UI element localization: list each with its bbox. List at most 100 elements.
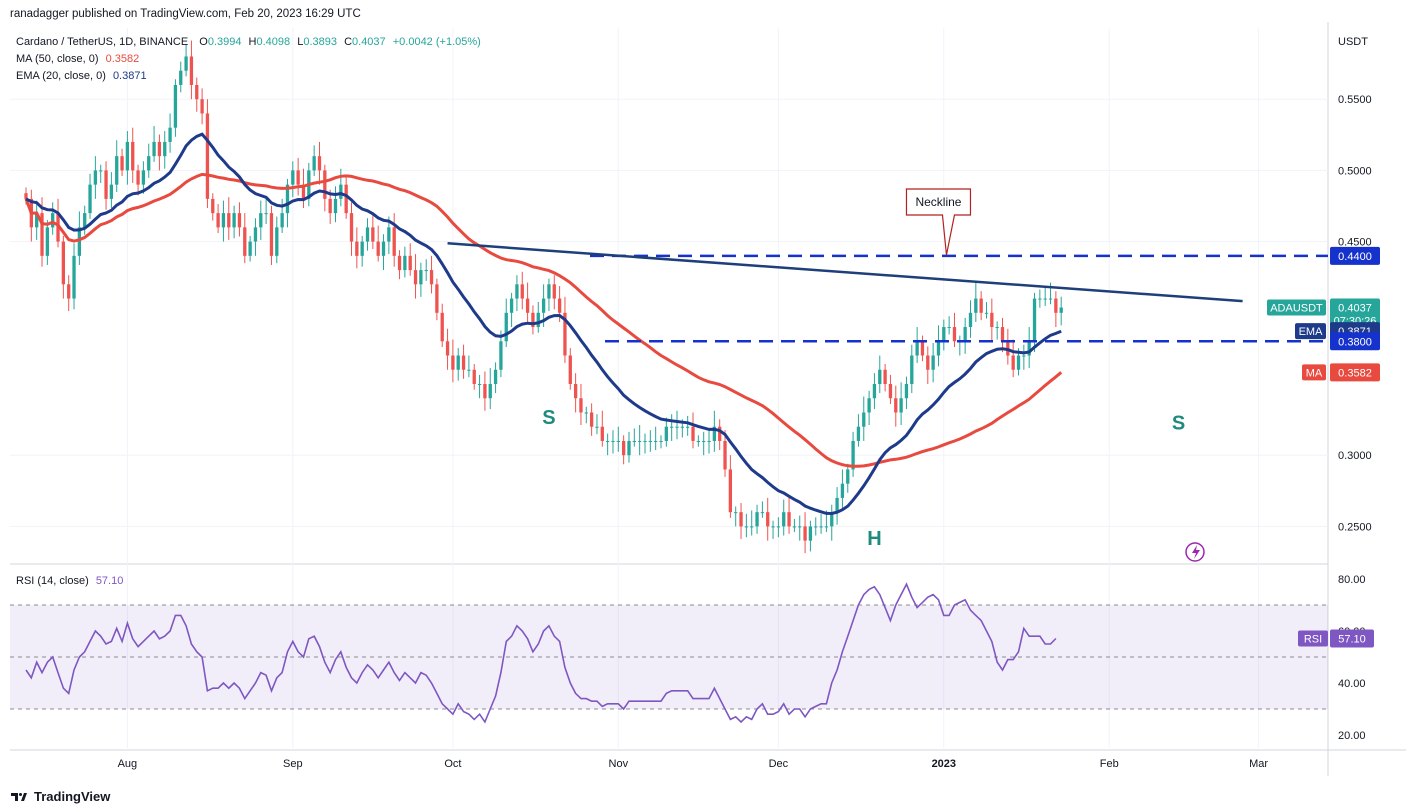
candle-body: [243, 227, 247, 256]
candle-body: [403, 255, 407, 271]
candle-body: [899, 398, 903, 413]
rsi-tag-value: 57.10: [1338, 634, 1366, 646]
price-tag-bg: [1330, 332, 1380, 351]
candle-body: [88, 184, 92, 214]
price-tag-name-bg: [1302, 364, 1326, 381]
ema-legend: EMA (20, close, 0) 0.3871: [16, 70, 147, 82]
rsi-tag-bg: [1330, 629, 1374, 648]
ohlc-h-label: H: [248, 36, 257, 48]
candle-body: [637, 440, 642, 442]
candle-body: [168, 127, 172, 142]
price-tag-value: 0.4037: [1338, 303, 1372, 315]
candle-body: [872, 384, 877, 399]
candle-body: [664, 426, 668, 441]
candle-body: [536, 312, 540, 328]
candle-body: [461, 355, 466, 370]
candle-body: [328, 198, 332, 214]
candle-body: [632, 440, 636, 442]
candle-body: [904, 384, 909, 399]
candle-body: [397, 255, 402, 271]
candle-body: [1043, 298, 1047, 300]
rsi-legend-value: 57.10: [95, 575, 124, 587]
candle-body: [531, 312, 535, 328]
candle-body: [894, 398, 898, 413]
candle-body: [702, 440, 706, 442]
candle-body: [323, 170, 327, 199]
candle-body: [429, 270, 434, 285]
candle-body: [787, 512, 791, 527]
candle-body: [568, 355, 572, 384]
price-axis-unit: USDT: [1338, 36, 1368, 48]
candle-body: [926, 355, 930, 370]
candle-body: [1022, 355, 1026, 357]
published-by: ranadagger published on TradingView.com,…: [10, 8, 361, 20]
tradingview-brand-label: TradingView: [34, 789, 111, 804]
candle-body: [51, 213, 55, 228]
candle-body: [611, 440, 615, 442]
candle-body: [675, 426, 679, 428]
candle-body: [1000, 327, 1005, 342]
candle-body: [477, 384, 482, 385]
candle-body: [824, 526, 829, 528]
candle-body: [1016, 355, 1021, 370]
candle-body: [344, 184, 348, 214]
candle-body: [878, 369, 882, 384]
ma-legend-label: MA (50, close, 0): [16, 53, 99, 65]
candle-body: [424, 270, 428, 272]
candle-body: [211, 198, 215, 214]
candle-body: [205, 113, 210, 199]
ema20-line: [25, 132, 1062, 516]
candle-body: [627, 440, 631, 456]
candles: [24, 40, 1063, 554]
candle-body: [984, 312, 989, 314]
candle-body: [712, 426, 717, 441]
candle-body: [296, 170, 300, 185]
candle-body: [776, 526, 781, 528]
candle-body: [755, 512, 759, 527]
candle-body: [803, 526, 807, 541]
candle-body: [200, 99, 204, 114]
candle-body: [355, 241, 359, 256]
candle-body: [221, 213, 226, 228]
neckline-label: Neckline: [915, 195, 961, 209]
candle-body: [595, 426, 599, 428]
price-tag-name-bg: [1295, 323, 1326, 340]
candle-body: [371, 227, 375, 242]
candle-body: [173, 84, 178, 128]
candle-body: [1011, 355, 1015, 370]
tradingview-brand[interactable]: TradingView: [10, 789, 110, 804]
pattern-label-s: S: [542, 407, 555, 429]
candle-body: [648, 440, 652, 442]
tradingview-logo-icon: [11, 792, 27, 801]
ohlc-o: 0.3994: [207, 36, 242, 48]
candle-body: [387, 227, 391, 242]
candle-body: [846, 469, 850, 484]
candle-body: [109, 184, 114, 199]
candle-body: [269, 213, 274, 256]
candle-body: [40, 213, 44, 256]
candle-body: [840, 483, 845, 498]
candle-body: [259, 213, 263, 228]
price-tag-bg: [1330, 246, 1380, 265]
candle-body: [499, 341, 503, 370]
candle-body: [888, 384, 893, 399]
candle-body: [1059, 307, 1063, 313]
candle-body: [654, 440, 658, 442]
candle-body: [1054, 298, 1058, 313]
candle-body: [445, 341, 450, 356]
candle-body: [264, 213, 268, 215]
candle-body: [686, 426, 690, 428]
candle-body: [830, 512, 834, 527]
ohlc-c: 0.4037: [352, 36, 386, 48]
candle-body: [280, 213, 284, 228]
candle-body: [1032, 298, 1037, 342]
candle-body: [291, 170, 295, 185]
time-tick-label: Mar: [1249, 758, 1268, 770]
candle-body: [515, 284, 519, 299]
candle-body: [557, 298, 562, 313]
rsi-tick-label: 20.00: [1338, 730, 1366, 742]
candle-body: [120, 156, 124, 171]
candle-body: [253, 227, 258, 242]
rsi-tick-label: 40.00: [1338, 678, 1366, 690]
